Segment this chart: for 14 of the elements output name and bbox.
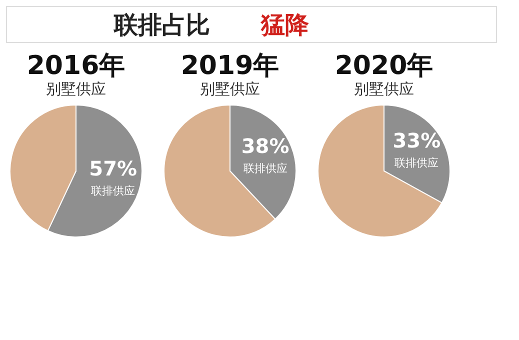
- chart-title: 2020年: [334, 51, 434, 81]
- text: 联排占比: [112, 11, 210, 39]
- slice-label: 联排供应: [394, 156, 439, 170]
- chart-subtitle: 别墅供应: [354, 80, 414, 98]
- data-label: 38%: [241, 134, 290, 158]
- chart-title: 2016年: [26, 51, 126, 81]
- chart-subtitle: 别墅供应: [46, 80, 106, 98]
- slice-label: 联排供应: [91, 184, 136, 198]
- chart-subtitle: 别墅供应: [200, 80, 260, 98]
- data-label: 57%: [89, 156, 138, 180]
- data-label: 33%: [392, 128, 441, 153]
- slice-label: 联排供应: [243, 162, 288, 176]
- chart-title: 2019年: [180, 51, 280, 81]
- text: 猛降: [260, 11, 310, 39]
